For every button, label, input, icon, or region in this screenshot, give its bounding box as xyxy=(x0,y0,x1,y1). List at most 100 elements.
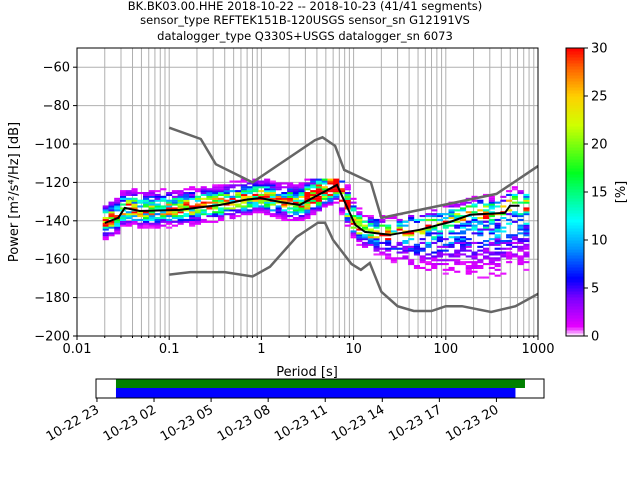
histogram-cell xyxy=(287,182,294,185)
histogram-cell xyxy=(241,178,248,181)
nhnm-curve xyxy=(168,126,538,220)
histogram-cell xyxy=(287,192,294,195)
histogram-cell xyxy=(143,201,150,204)
histogram-cell xyxy=(269,193,276,196)
histogram-cell xyxy=(275,195,282,198)
histogram-cell xyxy=(373,245,380,248)
histogram-cell xyxy=(436,245,443,248)
histogram-cell xyxy=(131,207,138,210)
histogram-cell xyxy=(344,184,351,187)
histogram-cell xyxy=(108,205,115,208)
histogram-cell xyxy=(483,217,490,220)
histogram-cell xyxy=(177,201,184,204)
histogram-cell xyxy=(125,192,132,195)
histogram-cell xyxy=(120,224,127,227)
histogram-cell xyxy=(183,199,190,202)
histogram-cell xyxy=(327,182,334,185)
histogram-cell xyxy=(292,218,299,221)
histogram-cell xyxy=(506,253,513,256)
histogram-cell xyxy=(465,205,472,208)
histogram-cell xyxy=(500,226,507,229)
histogram-cell xyxy=(194,222,201,225)
histogram-cell xyxy=(189,205,196,208)
histogram-cell xyxy=(125,203,132,206)
histogram-cell xyxy=(315,209,322,212)
histogram-cell xyxy=(356,238,363,241)
histogram-cell xyxy=(488,243,495,246)
histogram-cell xyxy=(517,213,524,216)
histogram-cell xyxy=(506,236,513,239)
histogram-cell xyxy=(523,201,530,204)
histogram-cell xyxy=(454,217,461,220)
histogram-cell xyxy=(390,245,397,248)
colorbar-segment xyxy=(566,237,584,241)
histogram-cell xyxy=(385,238,392,241)
histogram-cell xyxy=(218,190,225,193)
histogram-cell xyxy=(500,217,507,220)
histogram-cell xyxy=(408,247,415,250)
histogram-cell xyxy=(511,220,518,223)
histogram-cell xyxy=(252,190,259,193)
histogram-cell xyxy=(120,199,127,202)
histogram-cell xyxy=(448,230,455,233)
histogram-cell xyxy=(160,211,167,214)
histogram-cell xyxy=(200,197,207,200)
histogram-cell xyxy=(143,217,150,220)
histogram-cell xyxy=(465,245,472,248)
histogram-cell xyxy=(344,186,351,189)
colorbar-segment xyxy=(566,318,584,322)
histogram-cell xyxy=(431,236,438,239)
histogram-cell xyxy=(413,243,420,246)
histogram-cell xyxy=(396,218,403,221)
colorbar-segment xyxy=(566,171,584,175)
histogram-cell xyxy=(241,207,248,210)
histogram-cell xyxy=(137,192,144,195)
histogram-cell xyxy=(298,188,305,191)
histogram-cell xyxy=(148,207,155,210)
histogram-cell xyxy=(471,217,478,220)
histogram-cell xyxy=(177,199,184,202)
histogram-cell xyxy=(494,265,501,268)
histogram-cell xyxy=(160,218,167,221)
histogram-cell xyxy=(177,222,184,225)
colorbar-segment xyxy=(566,258,584,262)
histogram-cell xyxy=(471,265,478,268)
histogram-cell xyxy=(143,215,150,218)
histogram-cell xyxy=(241,192,248,195)
histogram-cell xyxy=(402,249,409,252)
histogram-cell xyxy=(448,232,455,235)
histogram-cell xyxy=(327,180,334,183)
histogram-cell xyxy=(431,218,438,221)
histogram-cell xyxy=(131,192,138,195)
histogram-cell xyxy=(166,203,173,206)
histogram-cell xyxy=(431,265,438,268)
histogram-cell xyxy=(275,205,282,208)
histogram-cell xyxy=(269,195,276,198)
colorbar-segment xyxy=(566,144,584,148)
histogram-cell xyxy=(304,205,311,208)
histogram-cell xyxy=(102,218,109,221)
colorbar-segment xyxy=(566,213,584,217)
histogram-cell xyxy=(483,224,490,227)
histogram-cell xyxy=(488,207,495,210)
histogram-cell xyxy=(148,199,155,202)
histogram-cell xyxy=(321,182,328,185)
histogram-cell xyxy=(333,193,340,196)
histogram-cell xyxy=(218,199,225,202)
histogram-cell xyxy=(137,213,144,216)
histogram-cell xyxy=(483,205,490,208)
histogram-cell xyxy=(315,180,322,183)
histogram-cell xyxy=(465,222,472,225)
histogram-cell xyxy=(114,209,121,212)
histogram-cell xyxy=(367,234,374,237)
histogram-cell xyxy=(344,213,351,216)
chart-title: BK.BK03.00.HHE 2018-10-22 -- 2018-10-23 … xyxy=(128,0,482,43)
histogram-cell xyxy=(425,215,432,218)
histogram-cell xyxy=(246,192,253,195)
histogram-cell xyxy=(321,186,328,189)
histogram-cell xyxy=(166,207,173,210)
histogram-cell xyxy=(333,178,340,181)
histogram-cell xyxy=(350,226,357,229)
histogram-cell xyxy=(494,259,501,262)
histogram-cell xyxy=(108,234,115,237)
